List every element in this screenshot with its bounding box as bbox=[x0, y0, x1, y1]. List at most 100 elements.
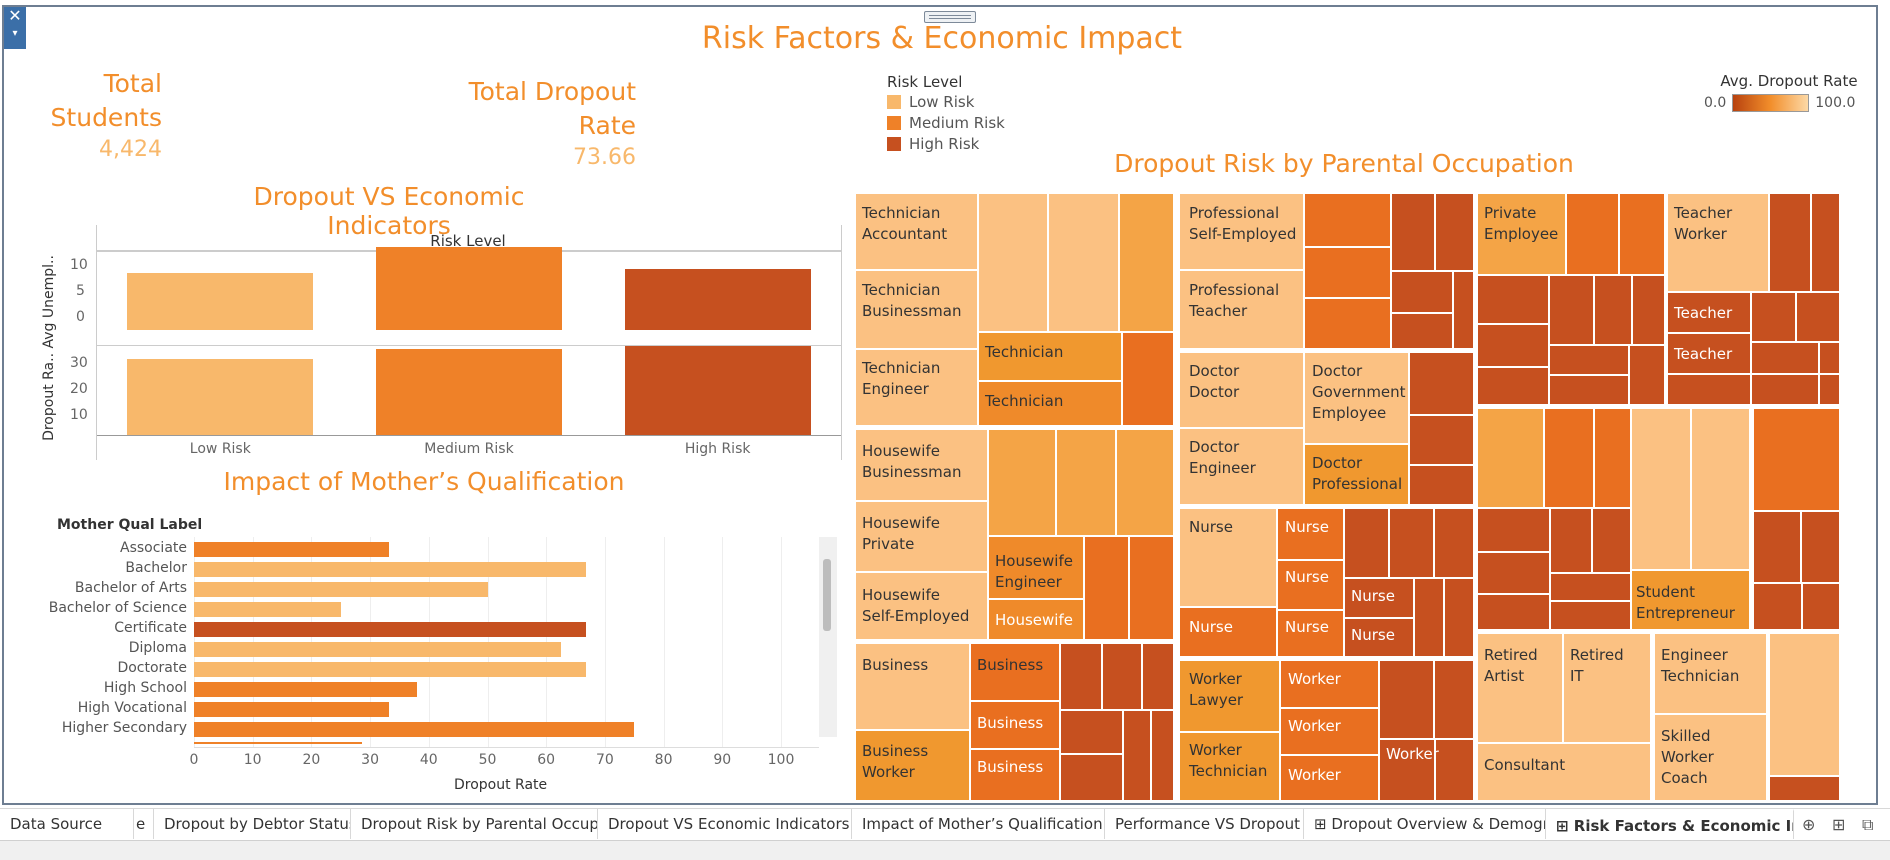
x-tick-label: 10 bbox=[243, 752, 262, 768]
dropout-rate-value: 73.66 bbox=[573, 145, 636, 170]
tm-nurse-6[interactable]: Nurse bbox=[1351, 587, 1395, 605]
tm-worker-4[interactable]: Worker bbox=[1386, 745, 1439, 763]
mother-qual-bar[interactable] bbox=[194, 542, 390, 557]
x-axis-line bbox=[194, 747, 819, 748]
legend-item-medium[interactable]: Medium Risk bbox=[887, 112, 1005, 133]
new-worksheet-icon[interactable]: ⊕ bbox=[1802, 815, 1816, 834]
econ-chart-header: Risk Level bbox=[430, 232, 506, 250]
tm-nurse-4[interactable]: Nurse bbox=[1285, 568, 1329, 586]
tm-worker-2[interactable]: Worker bbox=[1288, 717, 1341, 735]
tm-worker-3[interactable]: Worker bbox=[1288, 766, 1341, 784]
tm-professional-teacher[interactable]: Professional Teacher bbox=[1189, 281, 1280, 320]
tm-housewife-self-employed[interactable]: Housewife Self-Employed bbox=[862, 586, 970, 625]
total-students-value: 4,424 bbox=[99, 137, 162, 162]
tm-retired-it[interactable]: Retired IT bbox=[1570, 646, 1624, 685]
close-icon[interactable]: ✕ bbox=[8, 6, 22, 25]
tm-technician-businessman[interactable]: Technician Businessman bbox=[862, 281, 962, 320]
tab-risk-factors[interactable]: ⊞ Risk Factors & Economic Im... bbox=[1546, 809, 1794, 839]
tm-nurse-2[interactable]: Nurse bbox=[1189, 618, 1233, 636]
swatch-high bbox=[887, 136, 901, 151]
tm-technician-2[interactable]: Technician bbox=[985, 392, 1064, 410]
dropout-rate-label: Total Dropout Rate bbox=[468, 77, 636, 140]
tm-doctor-government-employee[interactable]: Doctor Government Employee bbox=[1312, 362, 1406, 422]
tm-engineer-technician[interactable]: Engineer Technician bbox=[1661, 646, 1740, 685]
tm-teacher-2[interactable]: Teacher bbox=[1674, 345, 1733, 363]
tm-doctor-engineer[interactable]: Doctor Engineer bbox=[1189, 438, 1256, 477]
grid-line bbox=[604, 537, 606, 747]
tm-housewife-engineer[interactable]: Housewife Engineer bbox=[995, 552, 1073, 591]
tm-nurse-7[interactable]: Nurse bbox=[1351, 626, 1395, 644]
tm-doctor-professional[interactable]: Doctor Professional bbox=[1312, 454, 1403, 493]
tm-student-entrepreneur[interactable]: Student Entrepreneur bbox=[1636, 583, 1735, 622]
grid-line bbox=[663, 537, 665, 747]
econ-bar-top[interactable] bbox=[127, 272, 314, 330]
mother-chart-title: Impact of Mother’s Qualification bbox=[223, 467, 625, 496]
tm-technician-1[interactable]: Technician bbox=[985, 343, 1064, 361]
tab-data-source[interactable]: Data Source bbox=[0, 809, 134, 839]
tm-consultant[interactable]: Consultant bbox=[1484, 756, 1566, 774]
tm-business-4[interactable]: Business bbox=[977, 758, 1044, 776]
dashboard-object-menu[interactable]: ✕ ▾ bbox=[4, 7, 26, 49]
tab-truncated[interactable]: e bbox=[134, 809, 154, 839]
tm-nurse-5[interactable]: Nurse bbox=[1285, 618, 1329, 636]
mother-qual-label: Diploma bbox=[128, 640, 187, 656]
tm-private-employee[interactable]: Private Employee bbox=[1484, 204, 1559, 243]
tm-housewife-private[interactable]: Housewife Private bbox=[862, 514, 940, 553]
mother-qual-bar[interactable] bbox=[194, 682, 418, 697]
mother-qual-bar[interactable] bbox=[194, 562, 586, 577]
mother-qual-bar[interactable] bbox=[194, 602, 341, 617]
econ-bar-top[interactable] bbox=[624, 269, 811, 330]
mother-qual-bar[interactable] bbox=[194, 642, 561, 657]
tm-worker-lawyer[interactable]: Worker Lawyer bbox=[1189, 670, 1244, 709]
tm-doctor-doctor[interactable]: Doctor Doctor bbox=[1189, 362, 1240, 401]
tm-business-1[interactable]: Business bbox=[862, 656, 929, 674]
tm-worker-technician[interactable]: Worker Technician bbox=[1189, 741, 1268, 780]
mother-qual-label: Bachelor of Arts bbox=[74, 580, 187, 596]
legend-item-low[interactable]: Low Risk bbox=[887, 91, 1005, 112]
scrollbar-thumb[interactable] bbox=[823, 559, 831, 631]
new-story-icon[interactable]: ⧉ bbox=[1862, 815, 1874, 834]
econ-bar-bottom[interactable] bbox=[376, 348, 562, 435]
tm-business-3[interactable]: Business bbox=[977, 714, 1044, 732]
tab-dropout-vs-economic[interactable]: Dropout VS Economic Indicators bbox=[598, 809, 852, 839]
econ-chart: Risk Level Dropout Ra.. Avg Unempl.. 10 … bbox=[34, 225, 842, 463]
mother-qual-bar[interactable] bbox=[194, 622, 586, 637]
tm-worker-1[interactable]: Worker bbox=[1288, 670, 1341, 688]
avg-legend-gradient bbox=[1732, 94, 1810, 112]
treemap-title: Dropout Risk by Parental Occupation bbox=[1114, 149, 1574, 178]
tm-business-2[interactable]: Business bbox=[977, 656, 1044, 674]
tm-housewife[interactable]: Housewife bbox=[995, 611, 1073, 629]
econ-bar-bottom[interactable] bbox=[624, 346, 811, 435]
tm-housewife-businessman[interactable]: Housewife Businessman bbox=[862, 442, 962, 481]
tm-professional-self-employed[interactable]: Professional Self-Employed bbox=[1189, 204, 1297, 243]
mother-qual-bar[interactable] bbox=[194, 662, 586, 677]
mother-qual-bar[interactable] bbox=[194, 582, 488, 597]
drag-handle-icon[interactable] bbox=[924, 11, 976, 23]
tab-impact-mother-qual[interactable]: Impact of Mother’s Qualification bbox=[852, 809, 1105, 839]
chevron-down-icon[interactable]: ▾ bbox=[12, 28, 18, 39]
tab-dropout-risk-parental[interactable]: Dropout Risk by Parental Occup... bbox=[351, 809, 598, 839]
x-tick-label: 70 bbox=[595, 752, 614, 768]
tm-nurse-1[interactable]: Nurse bbox=[1189, 518, 1233, 536]
tab-performance-vs-dropout[interactable]: Performance VS Dropout bbox=[1105, 809, 1304, 839]
tab-dropout-by-debtor[interactable]: Dropout by Debtor Status bbox=[154, 809, 351, 839]
mother-qual-bar[interactable] bbox=[194, 702, 390, 717]
tab-dropout-overview[interactable]: ⊞ Dropout Overview & Demogra... bbox=[1304, 809, 1546, 839]
tm-nurse-3[interactable]: Nurse bbox=[1285, 518, 1329, 536]
legend-item-high[interactable]: High Risk bbox=[887, 133, 1005, 154]
tm-business-worker[interactable]: Business Worker bbox=[862, 742, 929, 781]
tm-technician-engineer[interactable]: Technician Engineer bbox=[862, 359, 941, 398]
mother-qual-label: Doctorate bbox=[117, 660, 187, 676]
tm-retired-artist[interactable]: Retired Artist bbox=[1484, 646, 1538, 685]
tm-teacher-1[interactable]: Teacher bbox=[1674, 304, 1733, 322]
new-dashboard-icon[interactable]: ⊞ bbox=[1832, 815, 1846, 834]
econ-bar-top[interactable] bbox=[376, 247, 562, 330]
tm-teacher-worker[interactable]: Teacher Worker bbox=[1674, 204, 1733, 243]
x-tick-label: 30 bbox=[361, 752, 379, 768]
x-tick-label: 90 bbox=[713, 752, 732, 768]
tm-technician-accountant[interactable]: Technician Accountant bbox=[862, 204, 948, 243]
mother-scrollbar[interactable] bbox=[819, 537, 837, 737]
mother-qual-bar[interactable] bbox=[194, 722, 635, 737]
econ-bar-bottom[interactable] bbox=[127, 359, 314, 435]
tm-skilled-worker-coach[interactable]: Skilled Worker Coach bbox=[1661, 727, 1714, 787]
